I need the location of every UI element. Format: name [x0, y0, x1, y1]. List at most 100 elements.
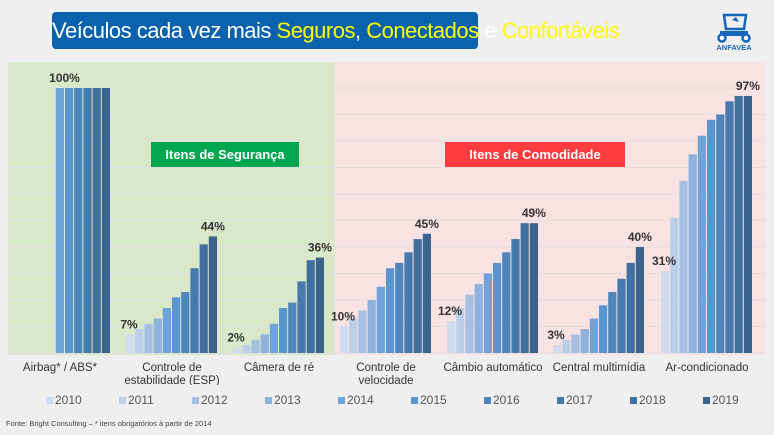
first-value-label: 2%	[227, 331, 245, 345]
category-label: Câmbio automático	[443, 362, 542, 374]
bar-2011	[670, 217, 679, 353]
bar-2014	[55, 88, 64, 353]
first-value-label: 7%	[120, 317, 138, 331]
legend-swatch	[338, 396, 345, 404]
bar-2010	[553, 345, 562, 353]
legend-item-2012: 2012	[192, 393, 265, 407]
bar-2013	[367, 300, 376, 353]
bar-2012	[679, 180, 688, 353]
bar-2012	[571, 334, 580, 353]
category-label: Controle de estabilidade (ESP)	[124, 362, 219, 385]
bar-2018	[734, 95, 743, 353]
legend-item-2017: 2017	[557, 393, 630, 407]
bar-2018	[199, 244, 208, 353]
legend-swatch	[265, 396, 272, 404]
bar-2019	[208, 236, 217, 353]
bar-2012	[251, 339, 260, 353]
comfort-items-tag: Itens de Comodidade	[445, 142, 625, 167]
bar-2017	[83, 88, 92, 353]
category-label: Central multimídia	[553, 362, 646, 374]
last-value-label: 44%	[201, 219, 225, 233]
bar-2013	[153, 318, 162, 353]
bar-2016	[608, 292, 617, 353]
last-value-label: 36%	[308, 241, 332, 255]
last-value-label: 97%	[736, 79, 760, 93]
bar-2015	[599, 305, 608, 353]
bar-2014	[589, 318, 598, 353]
legend-label: 2019	[712, 393, 739, 407]
bar-2012	[144, 323, 153, 353]
bar-2019	[743, 95, 752, 353]
last-value-label: 45%	[415, 217, 439, 231]
bar-2015	[279, 307, 288, 353]
bar-2016	[502, 252, 511, 353]
bar-2018	[306, 260, 315, 353]
last-value-label: 100%	[49, 71, 80, 85]
legend-item-2011: 2011	[119, 393, 192, 407]
bar-2016	[288, 302, 297, 353]
bar-2010	[340, 326, 349, 353]
bar-2011	[562, 339, 571, 353]
legend-item-2018: 2018	[630, 393, 703, 407]
bar-2017	[725, 101, 734, 353]
bar-2013	[580, 329, 589, 353]
legend-label: 2014	[347, 393, 374, 407]
title-highlight-connected: Conectados	[366, 18, 479, 43]
bar-2014	[162, 307, 171, 353]
bar-2011	[349, 318, 358, 353]
title-text: e	[478, 18, 502, 43]
bar-2010	[447, 321, 456, 353]
legend-label: 2017	[566, 393, 593, 407]
legend-label: 2013	[274, 393, 301, 407]
title-text: Veículos cada vez mais	[52, 18, 277, 43]
legend-label: 2011	[128, 393, 154, 407]
bar-2017	[617, 278, 626, 353]
bar-2015	[493, 262, 502, 353]
bar-2015	[386, 268, 395, 353]
legend-item-2013: 2013	[265, 393, 338, 407]
anfavea-logo: ANFAVEA	[716, 13, 752, 52]
last-value-label: 40%	[628, 230, 652, 244]
bar-2017	[511, 239, 520, 353]
bar-2016	[395, 262, 404, 353]
first-value-label: 12%	[438, 304, 462, 318]
first-value-label: 10%	[331, 310, 355, 324]
bar-2019	[315, 257, 324, 353]
bar-2013	[260, 334, 269, 353]
bar-2018	[92, 88, 101, 353]
legend-swatch	[484, 396, 491, 404]
legend-item-2014: 2014	[338, 393, 411, 407]
title-highlight-comfortable: Confortáveis	[501, 18, 620, 43]
bar-2019	[422, 233, 431, 353]
category-label: Câmera de ré	[244, 362, 314, 374]
source-note: Fonte: Bright Consulting – * itens obrig…	[6, 419, 212, 428]
legend-label: 2016	[493, 393, 520, 407]
legend-item-2015: 2015	[411, 393, 484, 407]
bar-2011	[242, 345, 251, 353]
title-text: ,	[354, 18, 367, 43]
bar-2011	[135, 329, 144, 353]
legend-item-2019: 2019	[703, 393, 774, 407]
bar-2016	[716, 114, 725, 353]
bar-chart: 100% Airbag* / ABS* 7% 44% Controle de estabi…	[8, 62, 765, 385]
legend-swatch	[119, 396, 126, 404]
first-value-label: 31%	[652, 254, 676, 268]
page-title: Veículos cada vez mais Seguros, Conectad…	[52, 12, 620, 49]
bar-2012	[358, 310, 367, 353]
bar-2013	[474, 284, 483, 353]
bar-2014	[697, 135, 706, 353]
legend-label: 2012	[201, 393, 228, 407]
bar-2016	[74, 88, 83, 353]
bar-2010	[661, 270, 670, 353]
bar-2015	[65, 88, 74, 353]
category-label: Ar-condicionado	[665, 362, 748, 374]
bar-2014	[269, 323, 278, 353]
legend-item-2016: 2016	[484, 393, 557, 407]
legend-swatch	[411, 396, 418, 404]
bar-2018	[520, 223, 529, 353]
bar-2014	[376, 286, 385, 353]
bar-2012	[465, 294, 474, 353]
bar-2014	[483, 273, 492, 353]
bar-2015	[172, 297, 181, 353]
bar-2017	[297, 281, 306, 353]
